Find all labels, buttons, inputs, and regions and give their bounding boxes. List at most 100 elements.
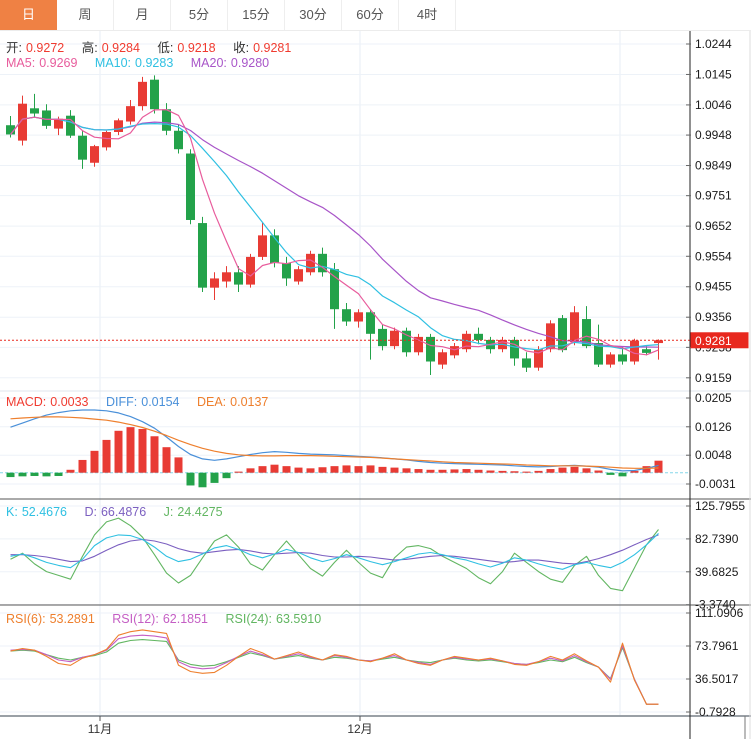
kdj-tick-label: 125.7955 — [695, 499, 745, 513]
macd-lines — [10, 409, 659, 472]
candle-body — [318, 253, 327, 273]
macd-bar — [18, 472, 27, 477]
price-tick-label: 0.9948 — [695, 128, 732, 142]
macd-bar — [474, 469, 483, 473]
macd-bar — [570, 466, 579, 473]
macd-bar — [294, 467, 303, 473]
candle-body — [414, 336, 423, 353]
candle-body — [174, 130, 183, 150]
rsi-tick-label: 73.7961 — [695, 639, 739, 653]
macd-bar — [498, 470, 507, 473]
open-value: 0.9272 — [25, 41, 65, 55]
rsi-tick-label: 111.0906 — [695, 606, 744, 620]
macd-bar — [630, 470, 639, 473]
x-axis-label-december: 12月 — [347, 722, 373, 736]
candle-body — [354, 312, 363, 322]
candle-body — [438, 352, 447, 365]
candle-body — [294, 269, 303, 282]
candle-body — [642, 349, 651, 353]
macd-bar — [390, 467, 399, 473]
candle-body — [78, 135, 87, 160]
candle-body — [222, 272, 231, 282]
macd-bar — [558, 467, 567, 473]
price-tick-label: 0.9751 — [695, 189, 732, 203]
macd-bar — [234, 471, 243, 473]
chart-area: 1.0244 1.0145 1.0046 0.9948 0.9849 0.9751 0.96… — [0, 31, 751, 739]
macd-bar — [342, 465, 351, 473]
low-value: 0.9218 — [177, 41, 216, 55]
tab-5-30分[interactable]: 30分 — [285, 0, 342, 30]
price-tick-label: 1.0244 — [695, 37, 732, 51]
price-tick-label: 1.0145 — [695, 67, 732, 81]
candle-body — [474, 333, 483, 340]
macd-bar — [186, 472, 195, 486]
k-value: 52.4676 — [21, 505, 67, 519]
close-value: 0.9281 — [253, 41, 292, 55]
tab-2-月[interactable]: 月 — [114, 0, 171, 30]
charts-canvas[interactable]: 1.0244 1.0145 1.0046 0.9948 0.9849 0.9751 0.96… — [0, 31, 751, 739]
macd-bar — [366, 465, 375, 473]
candle-body — [234, 272, 243, 285]
ma20-label: MA20: — [190, 56, 227, 70]
candle-body — [522, 358, 531, 368]
candle-body — [582, 319, 591, 347]
d-label: D: — [84, 505, 97, 519]
macd-bar — [198, 472, 207, 488]
kdj-lines — [10, 517, 659, 592]
macd-bar — [438, 469, 447, 473]
price-tick-label: 0.9159 — [695, 371, 732, 385]
candle-body — [42, 110, 51, 126]
macd-bar — [174, 457, 183, 473]
macd-bar — [462, 469, 471, 473]
ma10-label: MA10: — [94, 56, 132, 70]
macd-bar — [90, 450, 99, 473]
ma-header: MA5: 0.9269 MA10: 0.9283 MA20: 0.9280 — [6, 56, 273, 70]
j-label: J: — [163, 505, 174, 519]
candle-body — [246, 256, 255, 285]
rsi-header: RSI(6): 53.2891 RSI(12): 62.1851 RSI(24): 6… — [6, 612, 325, 626]
rsi24-label: RSI(24): — [225, 612, 273, 626]
candle-body — [198, 223, 207, 288]
candle-body — [18, 103, 27, 141]
price-tick-label: 0.9554 — [695, 249, 732, 263]
tab-7-4时[interactable]: 4时 — [399, 0, 456, 30]
candle-body — [6, 125, 15, 135]
macd-bar — [330, 466, 339, 473]
candle-body — [90, 146, 99, 163]
macd-bar — [642, 466, 651, 473]
macd-bar — [282, 466, 291, 473]
ma10-value: 0.9283 — [135, 56, 174, 70]
macd-bar — [414, 469, 423, 473]
candle-body — [450, 346, 459, 356]
tab-1-周[interactable]: 周 — [57, 0, 114, 30]
macd-bar — [114, 430, 123, 473]
candle-body — [330, 269, 339, 310]
macd-tick-label: 0.0048 — [695, 448, 732, 462]
price-tick-label: 0.9455 — [695, 280, 732, 294]
candle-body — [426, 336, 435, 362]
price-tick-label: 0.9652 — [695, 219, 732, 233]
macd-bar — [582, 468, 591, 473]
macd-bar — [486, 470, 495, 473]
rsi6-label: RSI(6): — [6, 612, 46, 626]
macd-label: MACD: — [6, 395, 47, 409]
ma-lines — [10, 109, 659, 356]
high-value: 0.9284 — [101, 41, 140, 55]
macd-bar — [126, 427, 135, 473]
macd-bar — [354, 466, 363, 473]
candle-body — [30, 108, 39, 114]
candle-body — [606, 354, 615, 365]
candle-body — [630, 340, 639, 362]
tab-6-60分[interactable]: 60分 — [342, 0, 399, 30]
macd-bar — [618, 472, 627, 477]
tab-3-5分[interactable]: 5分 — [171, 0, 228, 30]
last-price-badge-text: 0.9281 — [695, 334, 732, 348]
candle-body — [270, 235, 279, 264]
macd-tick-label: 0.0126 — [695, 420, 732, 434]
tab-4-15分[interactable]: 15分 — [228, 0, 285, 30]
rsi-tick-label: 36.5017 — [695, 672, 739, 686]
close-label: 收: — [233, 41, 250, 55]
macd-bar — [6, 472, 15, 478]
tab-0-日[interactable]: 日 — [0, 0, 57, 30]
interval-tabbar: 日周月 5分 15分 30分 60分 4时 — [0, 0, 751, 31]
